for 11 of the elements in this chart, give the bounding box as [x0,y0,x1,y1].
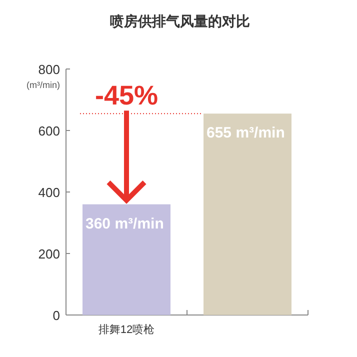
y-tick-label: 0 [52,308,60,323]
data-label: 360 m³/min [86,215,164,232]
x-tick-label: 排舞12喷枪 [98,323,155,336]
chart-title: 喷房供排气风量的对比 [110,13,250,29]
y-tick-label: 200 [38,246,60,262]
y-tick-label: 400 [38,185,60,200]
annotation: -45% [94,80,158,111]
y-tick-label: 800 [38,62,60,77]
y-tick-label: 600 [38,124,60,138]
data-label: 655 m³/min [206,124,285,142]
y-axis-title: (m³/min) [26,80,60,90]
